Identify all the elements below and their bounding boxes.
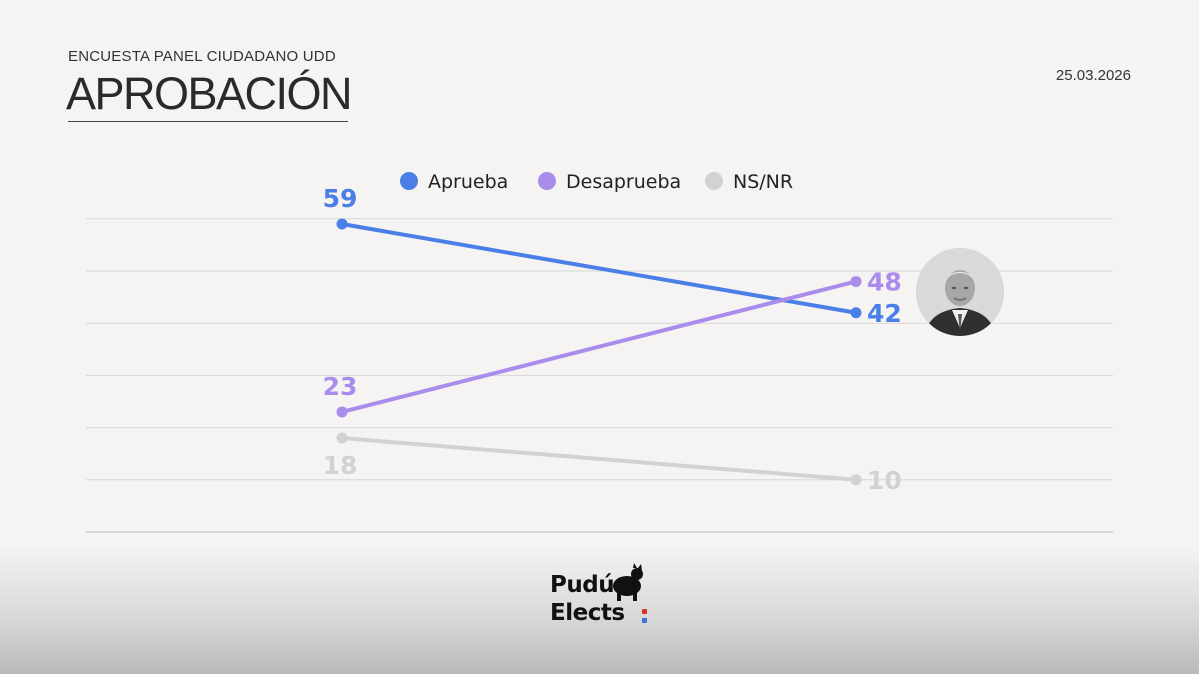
footer-gradient [0,545,1199,674]
chart-title: APROBACIÓN [66,68,353,119]
pudu-elects-logo: Pudú Elects [548,560,658,630]
data-label: 59 [323,184,358,213]
logo-accent-dots [642,609,648,625]
data-label: 23 [323,372,358,401]
logo-line1: Pudú [550,572,615,598]
series-line [340,222,858,315]
logo-line2: Elects [550,600,625,626]
pudu-deer-icon [613,563,643,601]
series-lines [340,222,858,482]
legend-label: Aprueba [428,171,508,193]
legend-label: Desaprueba [566,171,681,193]
legend-label: NS/NR [733,171,793,193]
data-point [336,406,348,418]
chart-date: 25.03.2026 [1055,67,1131,84]
data-point [336,218,348,230]
grid-lines [86,218,1113,533]
series-line [340,436,858,482]
title-underline [68,121,348,122]
data-label: 10 [867,466,902,495]
data-point [850,474,862,486]
legend-swatch [400,172,418,190]
data-point [850,307,862,319]
data-point [850,275,862,287]
data-label: 18 [323,451,358,480]
legend: Aprueba Desaprueba NS/NR [400,171,793,193]
person-portrait-icon [916,248,1004,336]
data-points [336,218,862,486]
legend-swatch [705,172,723,190]
logo-red-dot [642,609,647,614]
data-point [336,432,348,444]
data-label: 48 [867,267,902,296]
series-line [340,279,858,414]
data-label: 42 [867,299,902,328]
politician-avatar [916,248,1004,336]
data-labels: 59 42 23 48 18 10 [323,184,902,495]
logo-blue-dot [642,618,647,623]
chart-subtitle: ENCUESTA PANEL CIUDADANO UDD [68,48,336,65]
legend-swatch [538,172,556,190]
